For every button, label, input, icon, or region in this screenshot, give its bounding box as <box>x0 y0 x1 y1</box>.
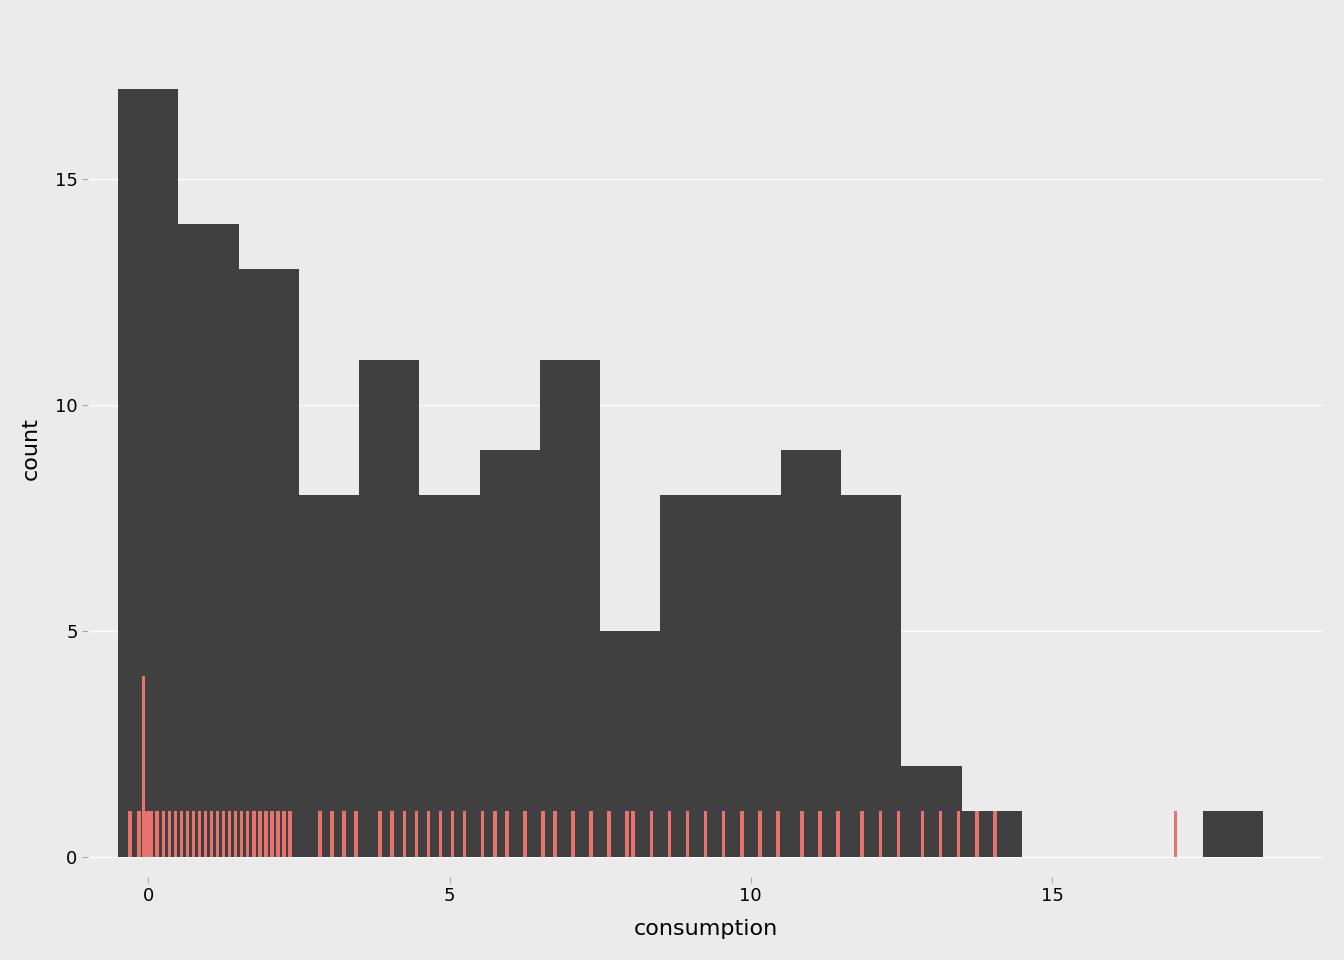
Bar <box>480 450 540 856</box>
Bar <box>319 811 321 856</box>
Bar <box>938 811 942 856</box>
Bar <box>450 811 454 856</box>
Bar <box>343 811 345 856</box>
Bar <box>921 811 925 856</box>
Bar <box>571 811 575 856</box>
Bar <box>1203 811 1263 856</box>
Bar <box>540 360 601 856</box>
Bar <box>775 811 780 856</box>
Bar <box>841 495 902 856</box>
Bar <box>146 811 151 856</box>
Bar <box>481 811 484 856</box>
Bar <box>210 811 214 856</box>
Bar <box>156 811 159 856</box>
Bar <box>668 811 671 856</box>
Bar <box>216 811 219 856</box>
Bar <box>282 811 286 856</box>
Bar <box>542 811 544 856</box>
Bar <box>149 811 153 856</box>
Bar <box>234 811 238 856</box>
Bar <box>173 811 177 856</box>
Bar <box>288 811 292 856</box>
Bar <box>426 811 430 856</box>
Bar <box>414 811 418 856</box>
Bar <box>180 811 183 856</box>
Bar <box>685 811 689 856</box>
Bar <box>523 811 527 856</box>
Bar <box>355 811 358 856</box>
Bar <box>649 811 653 856</box>
Bar <box>168 811 171 856</box>
Bar <box>818 811 823 856</box>
Bar <box>554 811 556 856</box>
Bar <box>251 811 255 856</box>
Bar <box>161 811 165 856</box>
Bar <box>607 811 612 856</box>
Bar <box>505 811 508 856</box>
Bar <box>276 811 280 856</box>
Bar <box>331 811 333 856</box>
Bar <box>758 811 762 856</box>
Bar <box>359 360 419 856</box>
Bar <box>402 811 406 856</box>
Bar <box>632 811 636 856</box>
Bar <box>129 811 132 856</box>
Bar <box>198 811 202 856</box>
Bar <box>438 811 442 856</box>
Bar <box>974 811 978 856</box>
Bar <box>625 811 629 856</box>
Bar <box>185 811 190 856</box>
Bar <box>781 450 841 856</box>
Y-axis label: count: count <box>22 418 40 480</box>
Bar <box>419 495 480 856</box>
Bar <box>493 811 496 856</box>
Bar <box>722 811 726 856</box>
Bar <box>993 811 997 856</box>
Bar <box>227 811 231 856</box>
Bar <box>239 811 243 856</box>
Bar <box>902 766 962 856</box>
Bar <box>720 495 781 856</box>
Bar <box>741 811 743 856</box>
Bar <box>896 811 900 856</box>
Bar <box>379 811 382 856</box>
Bar <box>204 811 207 856</box>
X-axis label: consumption: consumption <box>633 919 778 939</box>
Bar <box>258 811 262 856</box>
Bar <box>137 811 141 856</box>
Bar <box>192 811 195 856</box>
Bar <box>222 811 226 856</box>
Bar <box>239 270 298 856</box>
Bar <box>879 811 882 856</box>
Bar <box>660 495 720 856</box>
Bar <box>957 811 961 856</box>
Bar <box>1173 811 1177 856</box>
Bar <box>263 811 267 856</box>
Bar <box>270 811 274 856</box>
Bar <box>462 811 466 856</box>
Bar <box>800 811 804 856</box>
Bar <box>962 811 1021 856</box>
Bar <box>391 811 394 856</box>
Bar <box>118 88 179 856</box>
Bar <box>144 811 146 856</box>
Bar <box>589 811 593 856</box>
Bar <box>704 811 707 856</box>
Bar <box>141 676 145 856</box>
Bar <box>601 631 660 856</box>
Bar <box>836 811 840 856</box>
Bar <box>246 811 250 856</box>
Bar <box>298 495 359 856</box>
Bar <box>179 224 239 856</box>
Bar <box>860 811 864 856</box>
